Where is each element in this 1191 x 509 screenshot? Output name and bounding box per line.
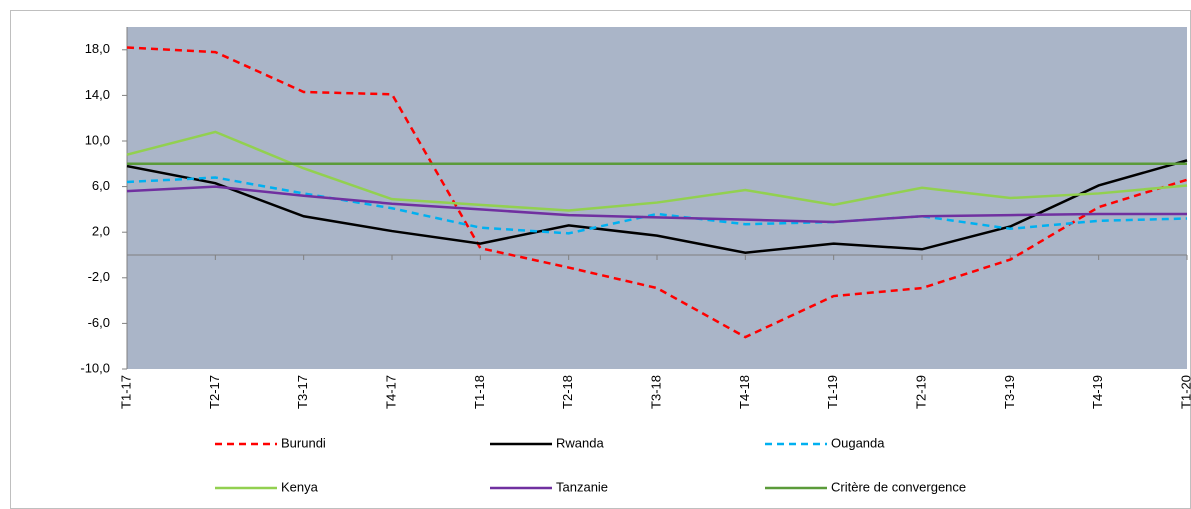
series-line bbox=[126, 130, 1188, 212]
x-tick-label: T1-19 bbox=[825, 375, 840, 409]
x-tick-label: T1-20 bbox=[1178, 375, 1191, 409]
y-tick-label: 2,0 bbox=[92, 224, 110, 239]
y-tick-label: 6,0 bbox=[92, 178, 110, 193]
x-tick-label: T4-18 bbox=[737, 375, 752, 409]
y-tick-label: 14,0 bbox=[85, 87, 110, 102]
legend-label: Critère de convergence bbox=[831, 479, 966, 494]
series-line bbox=[126, 176, 1188, 235]
legend-label: Tanzanie bbox=[556, 479, 608, 494]
series-line bbox=[126, 185, 1187, 224]
x-tick-label: T1-18 bbox=[472, 375, 487, 409]
series-line bbox=[126, 46, 1188, 339]
x-tick-label: T2-17 bbox=[207, 375, 222, 409]
y-tick-label: -10,0 bbox=[80, 360, 110, 375]
y-tick-label: -6,0 bbox=[88, 315, 110, 330]
legend-label: Kenya bbox=[281, 479, 319, 494]
x-tick-label: T4-19 bbox=[1090, 375, 1105, 409]
x-tick-label: T2-18 bbox=[560, 375, 575, 409]
legend-label: Ouganda bbox=[831, 435, 885, 450]
legend-label: Burundi bbox=[281, 435, 326, 450]
y-tick-label: 18,0 bbox=[85, 41, 110, 56]
x-tick-label: T1-17 bbox=[118, 375, 133, 409]
legend-label: Rwanda bbox=[556, 435, 604, 450]
y-tick-label: 10,0 bbox=[85, 132, 110, 147]
x-tick-label: T3-18 bbox=[648, 375, 663, 409]
x-tick-label: T3-19 bbox=[1002, 375, 1017, 409]
x-tick-label: T3-17 bbox=[295, 375, 310, 409]
x-tick-label: T2-19 bbox=[913, 375, 928, 409]
x-tick-label: T4-17 bbox=[383, 375, 398, 409]
y-tick-label: -2,0 bbox=[88, 269, 110, 284]
series-line bbox=[126, 159, 1188, 254]
